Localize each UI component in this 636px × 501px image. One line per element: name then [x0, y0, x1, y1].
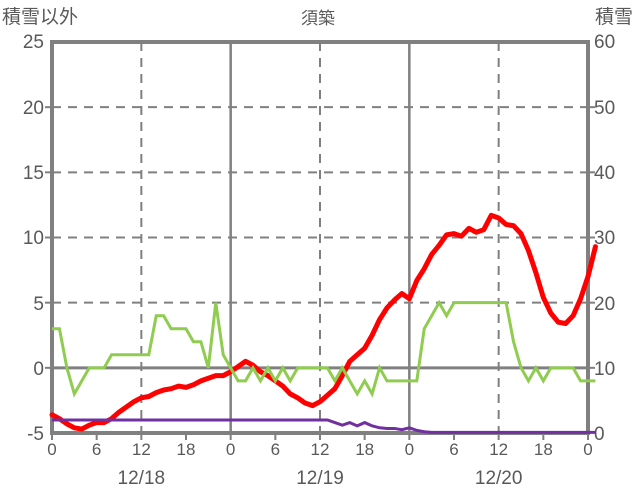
- x-tick-label-9: 6: [449, 440, 459, 459]
- x-date-label-2: 12/20: [474, 468, 523, 489]
- left-tick-6: -5: [27, 424, 44, 445]
- left-tick-5: 0: [33, 359, 44, 380]
- x-date-label-0: 12/18: [117, 468, 166, 489]
- left-tick-0: 25: [22, 32, 44, 53]
- x-tick-label-4: 0: [225, 440, 236, 459]
- left-axis-title: 積雪以外: [2, 7, 79, 28]
- x-tick-label-7: 18: [355, 440, 375, 459]
- x-tick-label-6: 12: [310, 440, 330, 459]
- x-tick-label-2: 12: [131, 440, 151, 459]
- right-axis-title: 積雪: [594, 7, 633, 28]
- right-tick-4: 20: [594, 294, 616, 315]
- x-tick-label-0: 0: [47, 440, 57, 459]
- x-date-label-1: 12/19: [296, 468, 344, 489]
- left-tick-2: 15: [22, 163, 44, 184]
- x-tick-label-12: 0: [583, 440, 593, 459]
- left-tick-4: 5: [33, 294, 44, 315]
- right-tick-0: 60: [594, 32, 616, 53]
- x-tick-label-8: 0: [404, 440, 415, 459]
- left-tick-3: 10: [22, 228, 44, 249]
- x-tick-label-5: 6: [270, 440, 281, 459]
- right-tick-1: 50: [594, 98, 616, 119]
- plot-area: [50, 40, 590, 435]
- x-tick-label-10: 12: [489, 440, 509, 459]
- x-tick-label-1: 6: [91, 440, 102, 459]
- right-tick-5: 10: [594, 359, 616, 380]
- left-tick-1: 20: [22, 98, 44, 119]
- right-tick-6: 0: [594, 424, 605, 445]
- right-tick-3: 30: [594, 228, 616, 249]
- page-title: 須築: [301, 9, 335, 28]
- right-tick-2: 40: [594, 163, 616, 184]
- x-tick-label-3: 18: [176, 440, 196, 459]
- x-tick-label-11: 18: [533, 440, 553, 459]
